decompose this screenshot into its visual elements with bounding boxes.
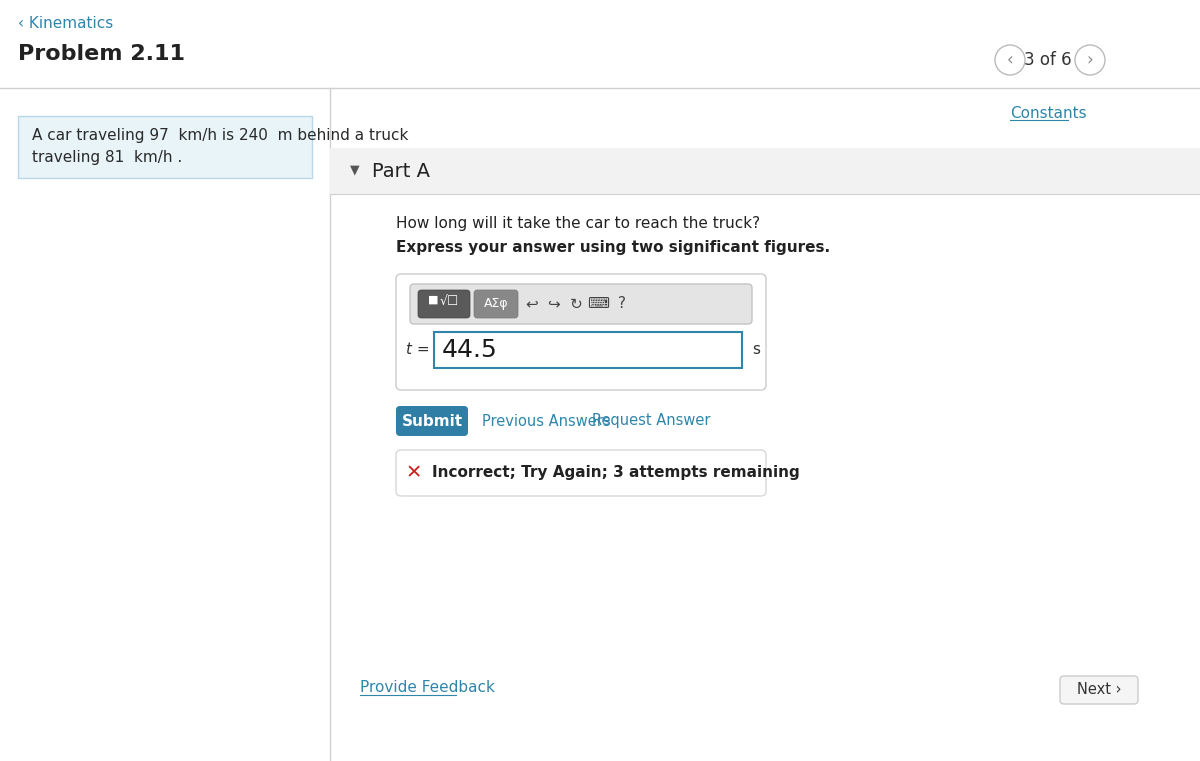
Text: s: s bbox=[752, 342, 760, 358]
Text: ⌨: ⌨ bbox=[587, 297, 610, 311]
FancyBboxPatch shape bbox=[396, 274, 766, 390]
Text: √☐: √☐ bbox=[440, 295, 460, 308]
Text: Express your answer using two significant figures.: Express your answer using two significan… bbox=[396, 240, 830, 255]
Text: t =: t = bbox=[406, 342, 430, 358]
Text: Provide Feedback: Provide Feedback bbox=[360, 680, 494, 695]
Bar bbox=[18, 116, 312, 178]
FancyBboxPatch shape bbox=[474, 290, 518, 318]
FancyBboxPatch shape bbox=[410, 284, 752, 324]
Text: Submit: Submit bbox=[402, 413, 462, 428]
Text: Incorrect; Try Again; 3 attempts remaining: Incorrect; Try Again; 3 attempts remaini… bbox=[432, 466, 799, 480]
FancyBboxPatch shape bbox=[418, 290, 470, 318]
Bar bbox=[330, 148, 1200, 194]
Bar bbox=[330, 88, 1200, 761]
Text: 3 of 6: 3 of 6 bbox=[1024, 51, 1072, 69]
Bar bbox=[0, 88, 330, 761]
FancyBboxPatch shape bbox=[396, 406, 468, 436]
Text: How long will it take the car to reach the truck?: How long will it take the car to reach t… bbox=[396, 216, 760, 231]
Bar bbox=[434, 332, 742, 368]
Text: Constants: Constants bbox=[1010, 106, 1087, 121]
Text: traveling 81  km/h .: traveling 81 km/h . bbox=[32, 150, 182, 165]
Text: ✕: ✕ bbox=[406, 463, 422, 482]
Circle shape bbox=[995, 45, 1025, 75]
Text: ΑΣφ: ΑΣφ bbox=[484, 298, 509, 310]
Text: A car traveling 97  km/h is 240  m behind a truck: A car traveling 97 km/h is 240 m behind … bbox=[32, 128, 408, 143]
Text: ?: ? bbox=[618, 297, 626, 311]
Text: ‹: ‹ bbox=[1007, 51, 1013, 69]
Text: 44.5: 44.5 bbox=[442, 338, 498, 362]
Bar bbox=[0, 0, 1200, 88]
Text: ■: ■ bbox=[428, 295, 438, 305]
FancyBboxPatch shape bbox=[1060, 676, 1138, 704]
Text: Problem 2.11: Problem 2.11 bbox=[18, 44, 185, 64]
Text: ↻: ↻ bbox=[570, 297, 582, 311]
FancyBboxPatch shape bbox=[396, 450, 766, 496]
Text: Next ›: Next › bbox=[1076, 683, 1121, 698]
Circle shape bbox=[1075, 45, 1105, 75]
Text: Part A: Part A bbox=[372, 162, 430, 181]
Text: ›: › bbox=[1087, 51, 1093, 69]
Text: Request Answer: Request Answer bbox=[592, 413, 710, 428]
Text: Previous Answers: Previous Answers bbox=[482, 413, 611, 428]
Text: ↩: ↩ bbox=[526, 297, 539, 311]
Text: ‹ Kinematics: ‹ Kinematics bbox=[18, 16, 113, 31]
Text: ▼: ▼ bbox=[350, 163, 360, 176]
Text: ↪: ↪ bbox=[547, 297, 560, 311]
